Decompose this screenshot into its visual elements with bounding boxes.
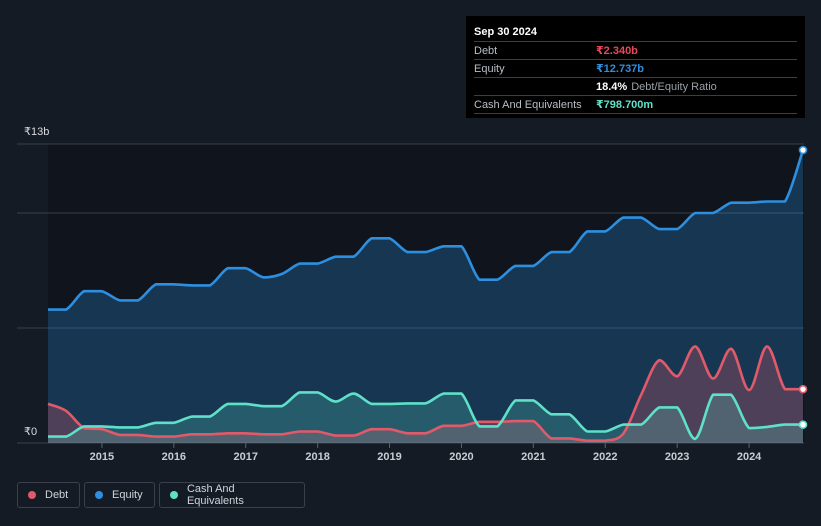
tooltip-equity-row: Equity ₹12.737b (474, 59, 797, 77)
x-tick-label: 2021 (521, 451, 545, 463)
debt-area (48, 346, 803, 443)
chart-legend: Debt Equity Cash And Equivalents (17, 482, 309, 508)
legend-debt-label: Debt (45, 489, 69, 501)
end-markers (798, 145, 808, 429)
legend-cash-label: Cash And Equivalents (186, 483, 244, 507)
tooltip-date: Sep 30 2024 (474, 26, 537, 38)
debt-end-marker (798, 384, 808, 394)
x-tick-label: 2020 (449, 451, 473, 463)
legend-equity-dot (95, 491, 103, 499)
legend-item-cash[interactable]: Cash And Equivalents (159, 482, 305, 508)
legend-item-equity[interactable]: Equity (84, 482, 155, 508)
tooltip-debt-value: ₹2.340b (596, 45, 638, 57)
x-tick-label: 2019 (377, 451, 401, 463)
equity-line (47, 149, 805, 311)
tooltip-cash-label: Cash And Equivalents (474, 98, 582, 111)
x-tick-label: 2024 (737, 451, 762, 463)
tooltip-equity-value: ₹12.737b (596, 63, 645, 75)
tooltip-ratio-row: 18.4% Debt/Equity Ratio (474, 77, 797, 95)
tooltip-ratio-label: Debt/Equity Ratio (631, 80, 717, 93)
x-axis: 2015 2016 2017 2018 2019 2020 2021 2022 2023 2024 (90, 443, 762, 463)
legend-debt-dot (28, 491, 36, 499)
x-tick-label: 2022 (593, 451, 617, 463)
equity-end-marker (798, 145, 808, 155)
equity-area (48, 150, 803, 443)
legend-cash-dot (170, 491, 178, 499)
x-tick-label: 2016 (162, 451, 186, 463)
debt-line (47, 345, 803, 443)
tooltip-cash-row: Cash And Equivalents ₹798.700m (474, 95, 797, 114)
legend-item-debt[interactable]: Debt (17, 482, 80, 508)
cash-end-marker (798, 420, 808, 429)
series-lines (47, 149, 805, 443)
chart-plot-highlight (48, 144, 804, 443)
tooltip-debt-row: Debt ₹2.340b (474, 41, 797, 59)
tooltip-equity-label: Equity (474, 62, 505, 75)
y-axis-top-label: ₹13b (24, 126, 49, 138)
data-tooltip: Sep 30 2024 Debt ₹2.340b Equity ₹12.737b… (466, 16, 805, 118)
cash-line (47, 391, 803, 441)
x-tick-label: 2017 (233, 451, 257, 463)
tooltip-cash-value: ₹798.700m (596, 99, 654, 111)
x-tick-label: 2015 (90, 451, 114, 463)
y-axis-bottom-label: ₹0 (24, 426, 37, 438)
tooltip-ratio-value: 18.4% (596, 80, 628, 93)
x-tick-label: 2018 (305, 451, 329, 463)
x-tick-label: 2023 (665, 451, 689, 463)
grid-lines (17, 143, 804, 444)
legend-equity-label: Equity (112, 489, 143, 501)
tooltip-debt-label: Debt (474, 44, 498, 57)
